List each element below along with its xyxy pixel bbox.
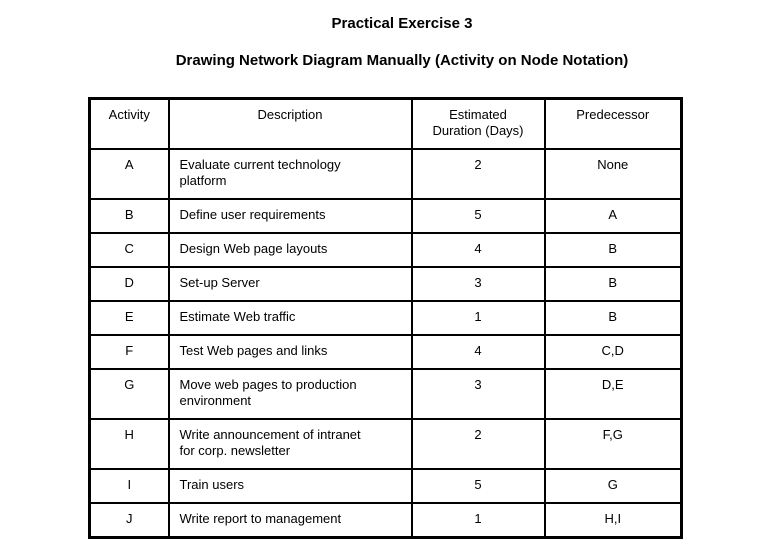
predecessor-cell: None bbox=[543, 148, 683, 200]
duration-cell: 4 bbox=[410, 334, 546, 370]
predecessor-cell: B bbox=[543, 232, 683, 268]
activity-cell: A bbox=[88, 148, 170, 200]
activity-cell: G bbox=[88, 368, 170, 420]
activity-cell: F bbox=[88, 334, 170, 370]
predecessor-cell: H,I bbox=[543, 502, 683, 539]
duration-cell: 4 bbox=[410, 232, 546, 268]
description-cell: Train users bbox=[167, 468, 413, 504]
predecessor-cell: G bbox=[543, 468, 683, 504]
table-header-row: Activity Description Estimated Duration … bbox=[88, 97, 683, 150]
table-row: I Train users 5 G bbox=[88, 468, 683, 504]
duration-cell: 3 bbox=[410, 266, 546, 302]
table-row: D Set-up Server 3 B bbox=[88, 266, 683, 302]
page-title: Practical Exercise 3 bbox=[331, 15, 473, 32]
activity-cell: B bbox=[88, 198, 170, 234]
table-row: C Design Web page layouts 4 B bbox=[88, 232, 683, 268]
duration-cell: 3 bbox=[410, 368, 546, 420]
description-cell: Evaluate current technology platform bbox=[167, 148, 413, 200]
table-row: E Estimate Web traffic 1 B bbox=[88, 300, 683, 336]
activity-cell: I bbox=[88, 468, 170, 504]
table-row: B Define user requirements 5 A bbox=[88, 198, 683, 234]
col-header-activity: Activity bbox=[88, 97, 170, 150]
activity-cell: C bbox=[88, 232, 170, 268]
duration-cell: 5 bbox=[410, 468, 546, 504]
col-header-duration: Estimated Duration (Days) bbox=[410, 97, 546, 150]
table-row: F Test Web pages and links 4 C,D bbox=[88, 334, 683, 370]
table-row: G Move web pages to production environmen… bbox=[88, 368, 683, 420]
table-row: J Write report to management 1 H,I bbox=[88, 502, 683, 539]
duration-cell: 1 bbox=[410, 502, 546, 539]
description-cell: Estimate Web traffic bbox=[167, 300, 413, 336]
description-cell: Define user requirements bbox=[167, 198, 413, 234]
description-cell: Set-up Server bbox=[167, 266, 413, 302]
duration-cell: 2 bbox=[410, 418, 546, 470]
duration-cell: 5 bbox=[410, 198, 546, 234]
heading-block: Practical Exercise 3 Drawing Network Dia… bbox=[0, 0, 766, 70]
col-header-predecessor: Predecessor bbox=[543, 97, 683, 150]
description-cell: Move web pages to production environment bbox=[167, 368, 413, 420]
duration-cell: 2 bbox=[410, 148, 546, 200]
predecessor-cell: C,D bbox=[543, 334, 683, 370]
predecessor-cell: B bbox=[543, 266, 683, 302]
activity-cell: J bbox=[88, 502, 170, 539]
table-row: A Evaluate current technology platform 2 No… bbox=[88, 148, 683, 200]
activity-cell: E bbox=[88, 300, 170, 336]
predecessor-cell: A bbox=[543, 198, 683, 234]
description-cell: Design Web page layouts bbox=[167, 232, 413, 268]
page-subtitle: Drawing Network Diagram Manually (Activi… bbox=[175, 52, 629, 69]
duration-cell: 1 bbox=[410, 300, 546, 336]
activity-cell: D bbox=[88, 266, 170, 302]
description-cell: Test Web pages and links bbox=[167, 334, 413, 370]
table-row: H Write announcement of intranet for corp… bbox=[88, 418, 683, 470]
col-header-description: Description bbox=[167, 97, 413, 150]
predecessor-cell: F,G bbox=[543, 418, 683, 470]
activity-cell: H bbox=[88, 418, 170, 470]
predecessor-cell: B bbox=[543, 300, 683, 336]
activity-table: Activity Description Estimated Duration … bbox=[88, 97, 683, 539]
predecessor-cell: D,E bbox=[543, 368, 683, 420]
description-cell: Write report to management bbox=[167, 502, 413, 539]
description-cell: Write announcement of intranet for corp.… bbox=[167, 418, 413, 470]
